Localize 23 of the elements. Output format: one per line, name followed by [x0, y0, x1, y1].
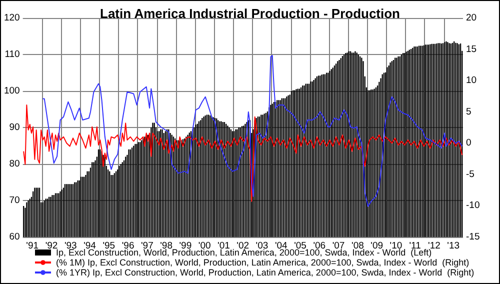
chart-title: Latin America Industrial Production - Production: [100, 6, 400, 21]
y2-tick-label: -10: [466, 200, 480, 212]
y-tick-label: 110: [4, 49, 20, 60]
x-tick-label: '91: [26, 240, 39, 252]
x-tick-label: '92: [45, 240, 58, 252]
y2-tick-label: 5: [466, 106, 472, 118]
y2-tick-label: 20: [466, 12, 477, 24]
line-series: [23, 104, 463, 202]
y-tick-label: 60: [9, 232, 20, 242]
y-tick-label: 70: [9, 195, 20, 206]
x-tick-label: '13: [447, 240, 460, 252]
legend-label: (% 1M) Ip, Excl Construction, World, Production, Latin America, 2000=100, Swda, Index - World (Right): [56, 258, 470, 268]
legend-label: (% 1YR) Ip, Excl Construction, World, Production, Latin America, 2000=100, Swda, Index - World (Right): [56, 268, 474, 278]
y2-tick-label: -15: [466, 232, 480, 242]
y2-tick-label: 10: [466, 75, 477, 86]
y2-tick-label: 0: [466, 138, 472, 149]
line-series: [42, 55, 463, 207]
y-tick-label: 90: [9, 122, 20, 133]
y2-tick-label: 15: [466, 44, 477, 55]
y-tick-label: 120: [4, 12, 20, 24]
y-tick-label: 100: [4, 86, 20, 96]
y2-tick-label: -5: [466, 168, 474, 180]
y-tick-label: 80: [9, 158, 20, 170]
